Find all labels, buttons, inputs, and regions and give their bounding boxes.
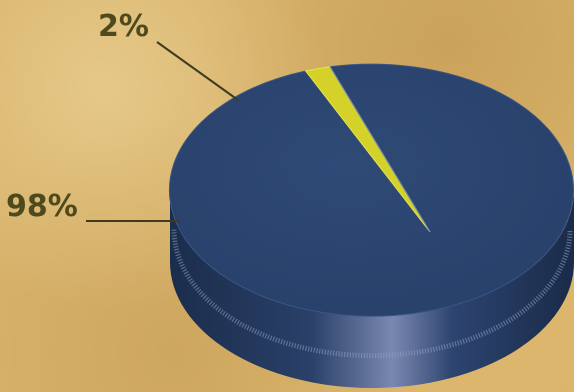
pie-side bbox=[170, 190, 574, 388]
data-label-2: 2% bbox=[98, 9, 149, 44]
leader-line-2 bbox=[156, 41, 239, 101]
data-label-98: 98% bbox=[6, 189, 78, 224]
pie-slice-98 bbox=[168, 63, 574, 317]
slice-separator bbox=[329, 66, 431, 233]
